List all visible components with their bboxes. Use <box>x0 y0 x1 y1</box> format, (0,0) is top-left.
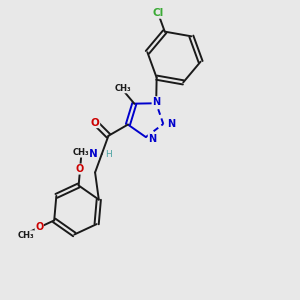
Text: N: N <box>167 119 175 129</box>
Text: O: O <box>91 118 100 128</box>
Text: CH₃: CH₃ <box>114 84 131 93</box>
Text: O: O <box>35 222 44 233</box>
Text: O: O <box>75 164 84 174</box>
Text: CH₃: CH₃ <box>17 231 34 240</box>
Text: Cl: Cl <box>153 8 164 18</box>
Text: N: N <box>89 149 98 159</box>
Text: CH₃: CH₃ <box>73 148 90 157</box>
Text: N: N <box>148 134 156 144</box>
Text: H: H <box>105 150 112 159</box>
Text: N: N <box>152 97 160 107</box>
